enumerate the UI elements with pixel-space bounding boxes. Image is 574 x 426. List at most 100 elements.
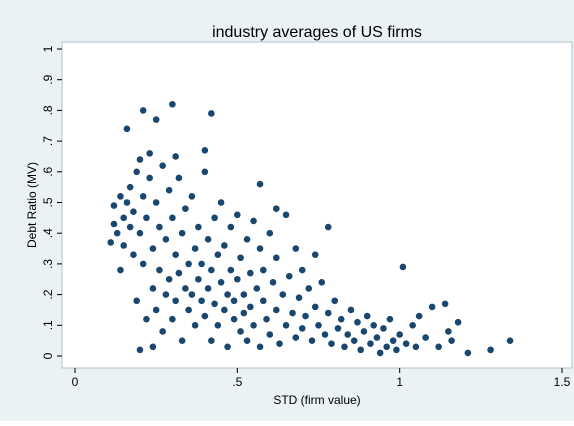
- point: [208, 337, 215, 344]
- point: [208, 266, 215, 274]
- point: [298, 266, 306, 274]
- x-tick-label: 1.5: [554, 375, 571, 389]
- point: [445, 328, 452, 335]
- point: [441, 300, 449, 308]
- point: [292, 334, 300, 341]
- point: [156, 266, 163, 274]
- point: [146, 150, 153, 157]
- point: [292, 245, 300, 252]
- point: [139, 260, 147, 268]
- point: [399, 263, 407, 271]
- point: [487, 346, 494, 354]
- point: [354, 318, 361, 326]
- point: [363, 312, 371, 320]
- point: [214, 251, 222, 258]
- point: [357, 346, 365, 354]
- point: [435, 343, 442, 351]
- point: [250, 217, 257, 225]
- point: [172, 153, 179, 160]
- point: [253, 285, 261, 292]
- point: [321, 331, 329, 338]
- point: [344, 331, 352, 338]
- point: [256, 245, 264, 252]
- point: [402, 340, 410, 348]
- point: [298, 325, 306, 332]
- y-tick-label: .6: [41, 166, 55, 176]
- point: [191, 245, 199, 252]
- point: [389, 337, 397, 344]
- point: [133, 297, 140, 305]
- point: [347, 306, 355, 314]
- x-tick-label: .5: [232, 375, 242, 389]
- point: [230, 315, 238, 323]
- point: [428, 303, 436, 311]
- y-axis-title: Debt Ratio (MV): [25, 162, 39, 248]
- point: [331, 297, 339, 305]
- point: [341, 343, 348, 351]
- point: [266, 229, 274, 237]
- point: [282, 211, 290, 219]
- point: [350, 337, 358, 344]
- y-tick-label: .5: [41, 197, 55, 207]
- point: [380, 325, 387, 332]
- point: [237, 328, 244, 335]
- point: [126, 223, 134, 231]
- point: [136, 346, 144, 354]
- point: [217, 199, 225, 206]
- point: [120, 242, 127, 249]
- point: [409, 322, 416, 329]
- point: [178, 229, 186, 237]
- x-axis-title: STD (firm value): [273, 393, 360, 407]
- point: [185, 260, 192, 268]
- point: [149, 343, 157, 351]
- point: [178, 337, 186, 344]
- point: [172, 297, 179, 305]
- point: [370, 322, 377, 329]
- point: [120, 214, 127, 222]
- point: [272, 306, 280, 314]
- point: [260, 266, 267, 274]
- point: [117, 193, 124, 200]
- point: [201, 147, 209, 154]
- point: [386, 315, 394, 323]
- point: [143, 315, 150, 323]
- point: [311, 303, 319, 311]
- point: [188, 193, 196, 200]
- point: [224, 343, 231, 351]
- point: [152, 306, 160, 314]
- point: [107, 239, 115, 246]
- x-tick-label: 1: [396, 375, 403, 389]
- chart-title: industry averages of US firms: [212, 24, 422, 41]
- point: [201, 168, 209, 176]
- point: [227, 223, 235, 231]
- x-tick-label: 0: [72, 375, 79, 389]
- y-tick-label: .7: [41, 136, 55, 146]
- point: [324, 223, 332, 231]
- point: [318, 279, 326, 286]
- point: [237, 254, 244, 262]
- point: [172, 251, 179, 258]
- point: [191, 322, 199, 329]
- point: [169, 315, 176, 323]
- y-tick-label: .3: [41, 259, 55, 269]
- point: [110, 202, 118, 209]
- point: [130, 208, 137, 216]
- point: [195, 275, 202, 283]
- point: [175, 174, 183, 182]
- point: [162, 236, 170, 243]
- point: [126, 183, 134, 191]
- point: [337, 315, 345, 323]
- y-tick-label: .4: [41, 228, 55, 238]
- point: [415, 312, 423, 320]
- point: [360, 328, 368, 335]
- point: [195, 223, 202, 231]
- point: [188, 291, 196, 298]
- point: [311, 251, 319, 258]
- point: [136, 229, 144, 237]
- point: [230, 297, 238, 305]
- point: [136, 156, 144, 163]
- point: [289, 309, 296, 317]
- point: [256, 343, 264, 351]
- point: [211, 300, 218, 308]
